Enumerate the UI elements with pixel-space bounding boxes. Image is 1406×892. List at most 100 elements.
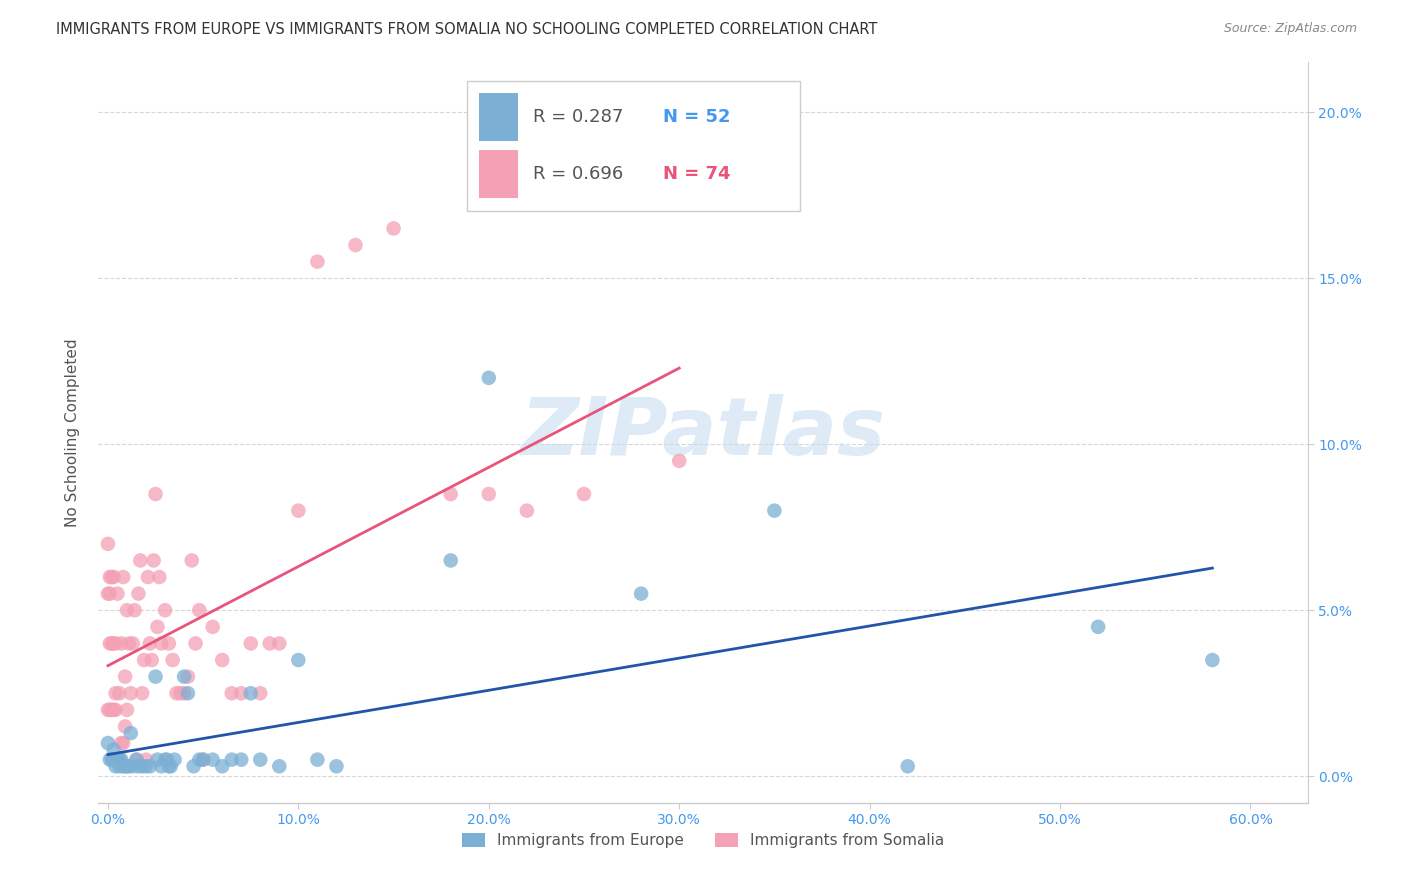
Point xyxy=(142,553,165,567)
Point xyxy=(115,703,138,717)
Point xyxy=(114,670,136,684)
Point xyxy=(157,636,180,650)
Point xyxy=(125,753,148,767)
Point xyxy=(120,726,142,740)
Point xyxy=(201,620,224,634)
Point xyxy=(231,753,253,767)
Point xyxy=(118,636,141,650)
Point xyxy=(440,487,463,501)
Point xyxy=(249,753,271,767)
Point xyxy=(188,603,211,617)
Point xyxy=(478,371,501,385)
Point xyxy=(108,686,131,700)
Bar xyxy=(467,81,800,211)
Point xyxy=(201,753,224,767)
Point xyxy=(287,653,309,667)
Point xyxy=(259,636,281,650)
Point xyxy=(191,753,214,767)
Point xyxy=(107,753,129,767)
Text: IMMIGRANTS FROM EUROPE VS IMMIGRANTS FROM SOMALIA NO SCHOOLING COMPLETED CORRELA: IMMIGRANTS FROM EUROPE VS IMMIGRANTS FRO… xyxy=(56,22,877,37)
Point xyxy=(97,736,120,750)
Point xyxy=(184,636,207,650)
Point xyxy=(153,603,176,617)
Point xyxy=(98,570,121,584)
Point xyxy=(307,254,329,268)
Point xyxy=(191,753,214,767)
Point xyxy=(162,653,184,667)
Point xyxy=(139,636,162,650)
Point xyxy=(103,703,125,717)
Point xyxy=(173,686,195,700)
Point xyxy=(382,221,405,235)
Point xyxy=(221,686,243,700)
Point xyxy=(1087,620,1109,634)
Y-axis label: No Schooling Completed: No Schooling Completed xyxy=(65,338,80,527)
Point xyxy=(148,570,170,584)
Point xyxy=(114,759,136,773)
Point xyxy=(115,759,138,773)
Point xyxy=(146,753,169,767)
Point xyxy=(134,653,156,667)
Point xyxy=(478,487,501,501)
Point xyxy=(287,503,309,517)
Point xyxy=(107,753,129,767)
Point xyxy=(169,686,191,700)
Point xyxy=(100,636,122,650)
Point xyxy=(104,636,127,650)
Point xyxy=(97,537,120,551)
Point xyxy=(136,570,159,584)
Bar xyxy=(479,150,517,198)
Point xyxy=(1201,653,1223,667)
Point xyxy=(104,686,127,700)
Point xyxy=(180,553,202,567)
Point xyxy=(98,587,121,601)
Point xyxy=(177,686,200,700)
Text: N = 74: N = 74 xyxy=(664,165,731,183)
Point xyxy=(269,759,291,773)
Point xyxy=(440,553,463,567)
Point xyxy=(572,487,595,501)
Text: N = 52: N = 52 xyxy=(664,108,731,127)
Point xyxy=(110,636,132,650)
Point xyxy=(100,753,122,767)
Point xyxy=(100,703,122,717)
Point xyxy=(98,636,121,650)
Point xyxy=(114,719,136,733)
Point xyxy=(763,503,786,517)
Point xyxy=(344,238,367,252)
Point xyxy=(269,636,291,650)
Point xyxy=(103,742,125,756)
Point xyxy=(153,753,176,767)
Point xyxy=(131,686,153,700)
Point xyxy=(112,736,135,750)
Point xyxy=(110,736,132,750)
Point xyxy=(129,553,152,567)
Point xyxy=(188,753,211,767)
Point xyxy=(630,587,652,601)
Point xyxy=(211,759,233,773)
Point xyxy=(307,753,329,767)
Point xyxy=(103,753,125,767)
Text: Source: ZipAtlas.com: Source: ZipAtlas.com xyxy=(1223,22,1357,36)
Point xyxy=(145,670,167,684)
Point xyxy=(146,620,169,634)
Point xyxy=(157,759,180,773)
Point xyxy=(104,703,127,717)
Point xyxy=(125,753,148,767)
Point xyxy=(98,703,121,717)
Point xyxy=(239,686,262,700)
Point xyxy=(150,759,173,773)
Point xyxy=(166,686,188,700)
Point xyxy=(211,653,233,667)
Point xyxy=(110,753,132,767)
Point xyxy=(120,686,142,700)
Point xyxy=(177,670,200,684)
Point xyxy=(135,759,157,773)
Point xyxy=(103,636,125,650)
Point xyxy=(98,753,121,767)
Point xyxy=(108,759,131,773)
Point xyxy=(249,686,271,700)
Point xyxy=(897,759,920,773)
Point xyxy=(239,636,262,650)
Point xyxy=(112,570,135,584)
